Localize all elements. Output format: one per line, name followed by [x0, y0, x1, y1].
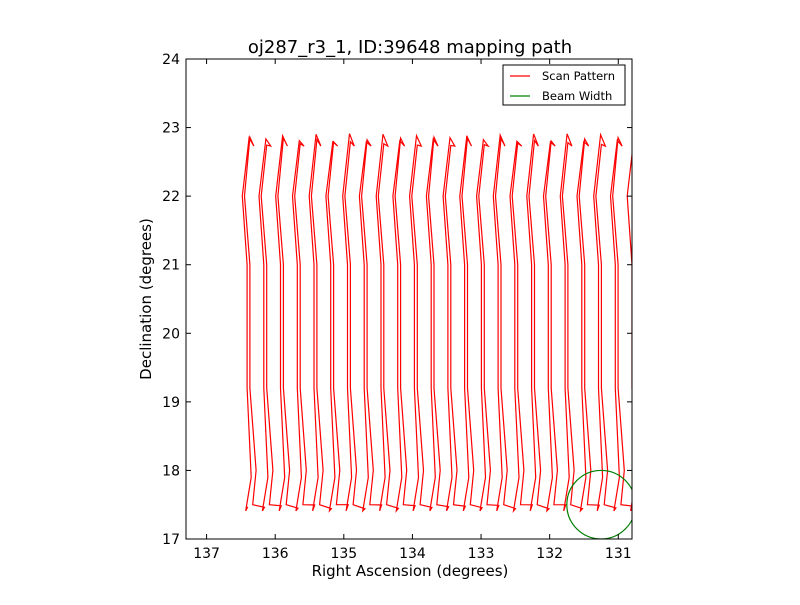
y-axis-ticks: 17 18 19 20 21 22 23 24: [162, 52, 632, 548]
x-tick-label: 137: [193, 546, 220, 562]
y-tick-label: 21: [162, 258, 180, 274]
y-tick-label: 23: [162, 121, 180, 137]
x-axis-ticks: 137 136 135 134 133 132 131: [193, 59, 632, 562]
x-tick-label: 132: [536, 546, 563, 562]
legend-scan-pattern-label: Scan Pattern: [542, 69, 615, 83]
x-tick-label: 131: [605, 546, 632, 562]
y-tick-label: 17: [162, 532, 180, 548]
x-tick-label: 134: [399, 546, 426, 562]
x-tick-label: 136: [262, 546, 289, 562]
y-axis-label: Declination (degrees): [137, 218, 155, 380]
chart-title: oj287_r3_1, ID:39648 mapping path: [248, 37, 572, 58]
plot-area: [241, 132, 632, 539]
plot-frame: [185, 58, 633, 540]
y-tick-label: 18: [162, 463, 180, 479]
scan-pattern-line: [241, 132, 632, 514]
x-axis-label: Right Ascension (degrees): [312, 562, 509, 580]
x-tick-label: 135: [330, 546, 357, 562]
legend-beam-width-label: Beam Width: [542, 89, 612, 103]
y-tick-label: 20: [162, 326, 180, 342]
y-tick-label: 19: [162, 395, 180, 411]
x-tick-label: 133: [468, 546, 495, 562]
y-tick-label: 24: [162, 52, 180, 68]
beam-width-circle: [566, 469, 632, 539]
legend-box: [502, 64, 626, 106]
y-tick-label: 22: [162, 189, 180, 205]
legend: Scan Pattern Beam Width: [502, 64, 626, 106]
